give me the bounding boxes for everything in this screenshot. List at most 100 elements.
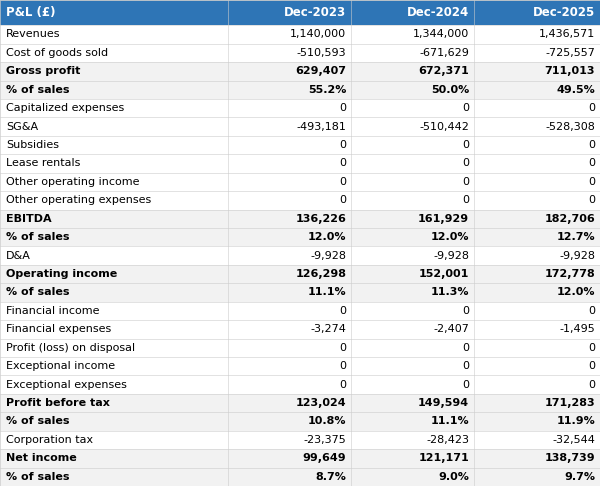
Text: Subsidies: Subsidies [6,140,59,150]
Text: -28,423: -28,423 [426,435,469,445]
Bar [0,0,228,25]
Text: Financial income: Financial income [6,306,100,316]
Text: 0: 0 [462,195,469,206]
Text: 126,298: 126,298 [295,269,346,279]
Text: SG&A: SG&A [6,122,38,132]
Text: 0: 0 [339,361,346,371]
Text: Revenues: Revenues [6,30,61,39]
Text: Capitalized expenses: Capitalized expenses [6,103,124,113]
Text: 11.1%: 11.1% [431,417,469,427]
Bar [0,468,600,486]
Text: -510,593: -510,593 [296,48,346,58]
Text: 9.0%: 9.0% [439,472,469,482]
Text: 152,001: 152,001 [419,269,469,279]
Bar [0,209,600,228]
Text: Dec-2025: Dec-2025 [533,6,595,19]
Text: P&L (£): P&L (£) [6,6,56,19]
Text: Dec-2024: Dec-2024 [407,6,469,19]
Text: 0: 0 [339,380,346,390]
Text: Other operating income: Other operating income [6,177,139,187]
Text: 0: 0 [588,361,595,371]
Text: -1,495: -1,495 [559,324,595,334]
Text: -9,928: -9,928 [310,251,346,260]
Bar [0,265,600,283]
Bar [228,0,351,25]
Text: 136,226: 136,226 [295,214,346,224]
Bar [0,246,600,265]
Text: 123,024: 123,024 [296,398,346,408]
Text: 672,371: 672,371 [418,67,469,76]
Text: -23,375: -23,375 [304,435,346,445]
Bar [0,339,600,357]
Bar [0,449,600,468]
Text: 0: 0 [462,306,469,316]
Text: -32,544: -32,544 [553,435,595,445]
Text: -3,274: -3,274 [310,324,346,334]
Text: 49.5%: 49.5% [556,85,595,95]
Text: 629,407: 629,407 [295,67,346,76]
Text: 8.7%: 8.7% [316,472,346,482]
Bar [0,25,600,44]
Text: 0: 0 [339,140,346,150]
Text: 0: 0 [339,195,346,206]
Text: 1,344,000: 1,344,000 [413,30,469,39]
Text: % of sales: % of sales [6,85,70,95]
Text: 0: 0 [339,158,346,169]
Bar [0,431,600,449]
Text: 0: 0 [462,380,469,390]
Text: 0: 0 [588,177,595,187]
Bar [0,118,600,136]
Bar [0,375,600,394]
Text: 0: 0 [588,158,595,169]
Text: 12.0%: 12.0% [431,232,469,242]
Text: 0: 0 [339,177,346,187]
Text: 182,706: 182,706 [544,214,595,224]
Bar [0,191,600,209]
Text: 138,739: 138,739 [545,453,595,463]
Text: 0: 0 [462,177,469,187]
Text: -2,407: -2,407 [433,324,469,334]
Text: 0: 0 [588,306,595,316]
Text: 121,171: 121,171 [418,453,469,463]
Text: 171,283: 171,283 [545,398,595,408]
Bar [0,173,600,191]
Text: -725,557: -725,557 [545,48,595,58]
Text: 0: 0 [462,103,469,113]
Text: 1,436,571: 1,436,571 [539,30,595,39]
Text: 0: 0 [588,103,595,113]
Text: % of sales: % of sales [6,472,70,482]
Text: Operating income: Operating income [6,269,117,279]
Text: 12.7%: 12.7% [557,232,595,242]
Text: -671,629: -671,629 [419,48,469,58]
Text: EBITDA: EBITDA [6,214,52,224]
Text: 1,140,000: 1,140,000 [290,30,346,39]
Text: 0: 0 [462,361,469,371]
Text: Net income: Net income [6,453,77,463]
Text: 0: 0 [339,103,346,113]
Bar [0,228,600,246]
Text: 11.9%: 11.9% [556,417,595,427]
Text: -510,442: -510,442 [419,122,469,132]
Text: Exceptional expenses: Exceptional expenses [6,380,127,390]
Bar [0,320,600,339]
Text: 55.2%: 55.2% [308,85,346,95]
Bar [0,62,600,81]
Text: Cost of goods sold: Cost of goods sold [6,48,108,58]
Bar [0,283,600,302]
Text: 12.0%: 12.0% [308,232,346,242]
Text: 0: 0 [588,343,595,353]
Bar [351,0,474,25]
Text: 0: 0 [588,195,595,206]
Text: 10.8%: 10.8% [308,417,346,427]
Bar [0,154,600,173]
Text: % of sales: % of sales [6,288,70,297]
Bar [0,136,600,154]
Text: Profit (loss) on disposal: Profit (loss) on disposal [6,343,135,353]
Text: 172,778: 172,778 [544,269,595,279]
Bar [0,412,600,431]
Text: Corporation tax: Corporation tax [6,435,93,445]
Text: 0: 0 [339,306,346,316]
Text: -9,928: -9,928 [433,251,469,260]
Text: 99,649: 99,649 [302,453,346,463]
Text: -493,181: -493,181 [296,122,346,132]
